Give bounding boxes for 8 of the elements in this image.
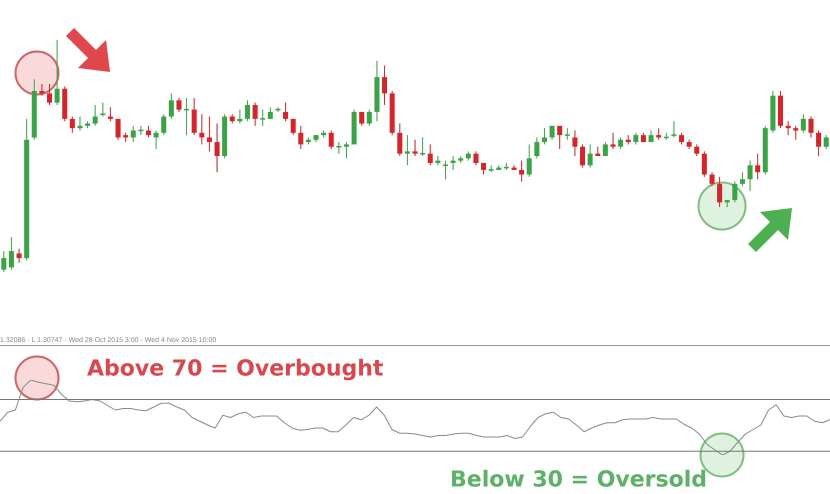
candlestick bbox=[420, 137, 426, 156]
candlestick bbox=[671, 121, 676, 138]
candlestick bbox=[260, 110, 266, 126]
candlestick bbox=[442, 160, 448, 180]
candlestick bbox=[184, 98, 190, 136]
annotation: Above 70 = Overbought bbox=[87, 356, 384, 382]
text: Below 30 = Oversold bbox=[450, 468, 708, 493]
candlestick bbox=[564, 128, 570, 140]
